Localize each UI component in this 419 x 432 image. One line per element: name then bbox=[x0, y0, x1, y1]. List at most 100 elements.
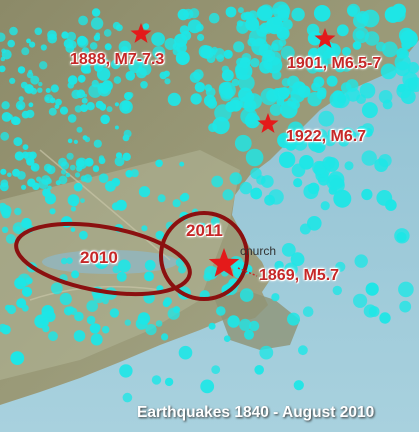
earthquake-dot bbox=[34, 27, 43, 36]
earthquake-dot bbox=[48, 331, 58, 342]
earthquake-dot bbox=[17, 66, 26, 74]
earthquake-dot bbox=[26, 109, 35, 119]
earthquake-dot bbox=[77, 36, 89, 48]
earthquake-dot bbox=[45, 96, 50, 101]
earthquake-dot bbox=[365, 282, 379, 296]
earthquake-dot bbox=[167, 92, 181, 106]
earthquake-dot bbox=[332, 285, 342, 296]
earthquake-dot bbox=[250, 187, 263, 200]
earthquake-dot bbox=[49, 97, 56, 104]
earthquake-dot bbox=[138, 186, 151, 198]
earthquake-dot bbox=[106, 106, 113, 113]
earthquake-dot bbox=[342, 47, 351, 56]
earthquake-dot bbox=[76, 165, 83, 172]
earthquake-dot bbox=[1, 49, 12, 60]
earthquake-dot bbox=[290, 100, 300, 110]
quake-label-1922: 1922, M6.7 bbox=[286, 128, 367, 145]
star-marker-1888 bbox=[130, 23, 152, 43]
earthquake-dot bbox=[66, 257, 73, 265]
earthquake-dot bbox=[66, 152, 74, 160]
earthquake-dot bbox=[293, 380, 304, 391]
earthquake-dot bbox=[208, 12, 220, 24]
earthquake-dot bbox=[77, 74, 86, 83]
earthquake-dot bbox=[94, 255, 109, 269]
earthquake-dot bbox=[118, 40, 132, 54]
quake-label-1869: 1869, M5.7 bbox=[259, 267, 340, 284]
earthquake-dot bbox=[194, 82, 206, 93]
earthquake-dot bbox=[58, 157, 67, 167]
earthquake-dot bbox=[291, 7, 305, 22]
earthquake-dot bbox=[208, 123, 218, 133]
earthquake-dot bbox=[335, 261, 346, 272]
earthquake-dot bbox=[28, 69, 33, 74]
earthquake-dot bbox=[225, 6, 237, 18]
earthquake-dot bbox=[0, 65, 6, 73]
earthquake-dot bbox=[1, 101, 10, 110]
earthquake-dot bbox=[178, 345, 193, 360]
earthquake-dot bbox=[192, 225, 200, 232]
earthquake-dot bbox=[164, 377, 174, 387]
earthquake-dot bbox=[179, 25, 190, 35]
earthquake-dot bbox=[69, 164, 76, 171]
earthquake-dot bbox=[42, 188, 51, 197]
earthquake-dot bbox=[346, 3, 361, 18]
earthquake-dot bbox=[352, 26, 369, 44]
earthquake-dot bbox=[103, 29, 112, 37]
earthquake-dot bbox=[307, 216, 322, 231]
peninsula bbox=[215, 290, 300, 350]
earthquake-dot bbox=[302, 306, 314, 318]
earthquake-dot bbox=[344, 161, 354, 171]
city-label: cnurch bbox=[240, 244, 277, 258]
earthquake-dot bbox=[152, 46, 166, 59]
earthquake-dot bbox=[76, 126, 83, 133]
earthquake-dot bbox=[361, 188, 373, 201]
earthquake-dot bbox=[61, 169, 67, 175]
earthquake-dot bbox=[83, 174, 93, 183]
earthquake-dot bbox=[99, 104, 107, 111]
star-marker-1922 bbox=[257, 113, 279, 133]
earthquake-dot bbox=[55, 98, 62, 106]
earthquake-dot bbox=[236, 21, 249, 34]
quake-label-1901: 1901, M6.5-7 bbox=[287, 55, 382, 72]
earthquake-dot bbox=[49, 208, 56, 215]
earthquake-dot bbox=[21, 151, 29, 159]
earthquake-dot bbox=[356, 94, 366, 104]
earthquake-dot bbox=[399, 300, 412, 313]
earthquake-dot bbox=[195, 23, 204, 32]
earthquake-dot bbox=[21, 184, 27, 190]
earthquake-dot bbox=[60, 257, 68, 265]
earthquake-dot bbox=[26, 157, 35, 166]
earthquake-dot bbox=[408, 77, 419, 93]
earthquake-dot bbox=[287, 312, 300, 326]
earthquake-dot bbox=[38, 179, 49, 190]
earthquake-dot bbox=[241, 53, 252, 63]
earthquake-dots bbox=[0, 1, 419, 403]
earthquake-dot bbox=[58, 175, 68, 185]
earthquake-dot bbox=[101, 325, 110, 334]
earthquake-dot bbox=[246, 112, 257, 122]
earthquake-dot bbox=[243, 11, 253, 20]
earthquake-dot bbox=[274, 260, 284, 271]
earthquake-dot bbox=[86, 315, 96, 325]
earthquake-dot bbox=[124, 319, 131, 326]
earthquake-dot bbox=[315, 168, 329, 182]
earthquake-dot bbox=[30, 75, 40, 85]
earthquake-dot bbox=[74, 311, 84, 322]
earthquake-dot bbox=[398, 281, 414, 298]
earthquake-dot bbox=[407, 62, 419, 74]
earthquake-dot bbox=[161, 333, 169, 341]
earthquake-dot bbox=[70, 206, 76, 212]
earthquake-dot bbox=[1, 209, 11, 219]
earthquake-dot bbox=[0, 131, 10, 141]
earthquake-dot bbox=[205, 87, 216, 97]
earthquake-dot bbox=[116, 271, 127, 282]
earthquake-dot bbox=[14, 277, 27, 290]
earthquake-dot bbox=[229, 172, 242, 185]
earthquake-dot bbox=[91, 8, 101, 17]
earthquake-dot bbox=[104, 43, 112, 51]
earthquake-dot bbox=[114, 156, 125, 167]
earthquake-dot bbox=[361, 150, 377, 166]
earthquake-dot bbox=[299, 155, 314, 170]
earthquake-dot bbox=[81, 97, 88, 104]
earthquake-dot bbox=[155, 230, 165, 240]
